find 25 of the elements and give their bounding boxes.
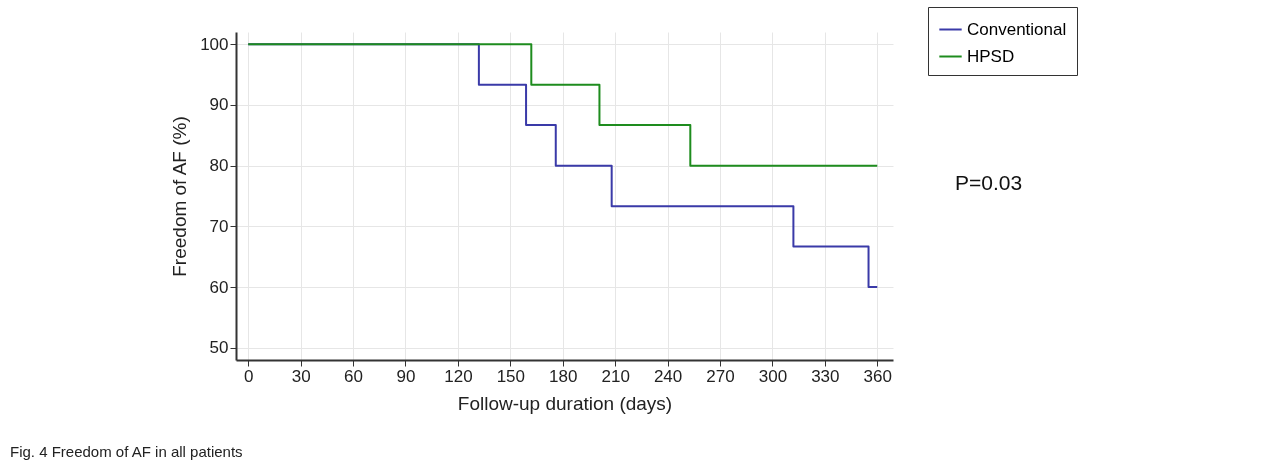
x-tick-label: 300 bbox=[758, 366, 788, 386]
caption: Fig. 4 Freedom of AF in all patients bbox=[10, 443, 243, 460]
y-tick-label: 90 bbox=[209, 95, 229, 115]
y-tick-label: 70 bbox=[209, 216, 229, 236]
x-tick-label: 180 bbox=[549, 366, 578, 386]
legend-label: Conventional bbox=[967, 19, 1067, 39]
y-tick-label: 50 bbox=[209, 338, 229, 358]
x-tick-label: 0 bbox=[244, 366, 254, 386]
x-tick-label: 210 bbox=[601, 366, 630, 386]
y-axis-title: Freedom of AF (%) bbox=[169, 116, 191, 277]
y-tick-label: 100 bbox=[200, 34, 229, 54]
text: P=0.03 bbox=[955, 171, 1023, 194]
x-axis-title: Follow-up duration (days) bbox=[457, 392, 673, 414]
y-tick-label: 60 bbox=[209, 277, 229, 297]
x-tick-label: 270 bbox=[706, 366, 735, 386]
x-tick-label: 240 bbox=[653, 366, 683, 386]
x-tick-label: 330 bbox=[811, 366, 840, 386]
x-tick-label: 150 bbox=[496, 366, 526, 386]
legend-label: HPSD bbox=[967, 46, 1015, 66]
x-tick-label: 90 bbox=[396, 366, 416, 386]
x-tick-label: 60 bbox=[344, 366, 364, 386]
x-tick-label: 30 bbox=[291, 366, 311, 386]
x-tick-label: 360 bbox=[863, 366, 892, 386]
y-tick-label: 80 bbox=[209, 156, 229, 176]
x-tick-label: 120 bbox=[444, 366, 473, 386]
